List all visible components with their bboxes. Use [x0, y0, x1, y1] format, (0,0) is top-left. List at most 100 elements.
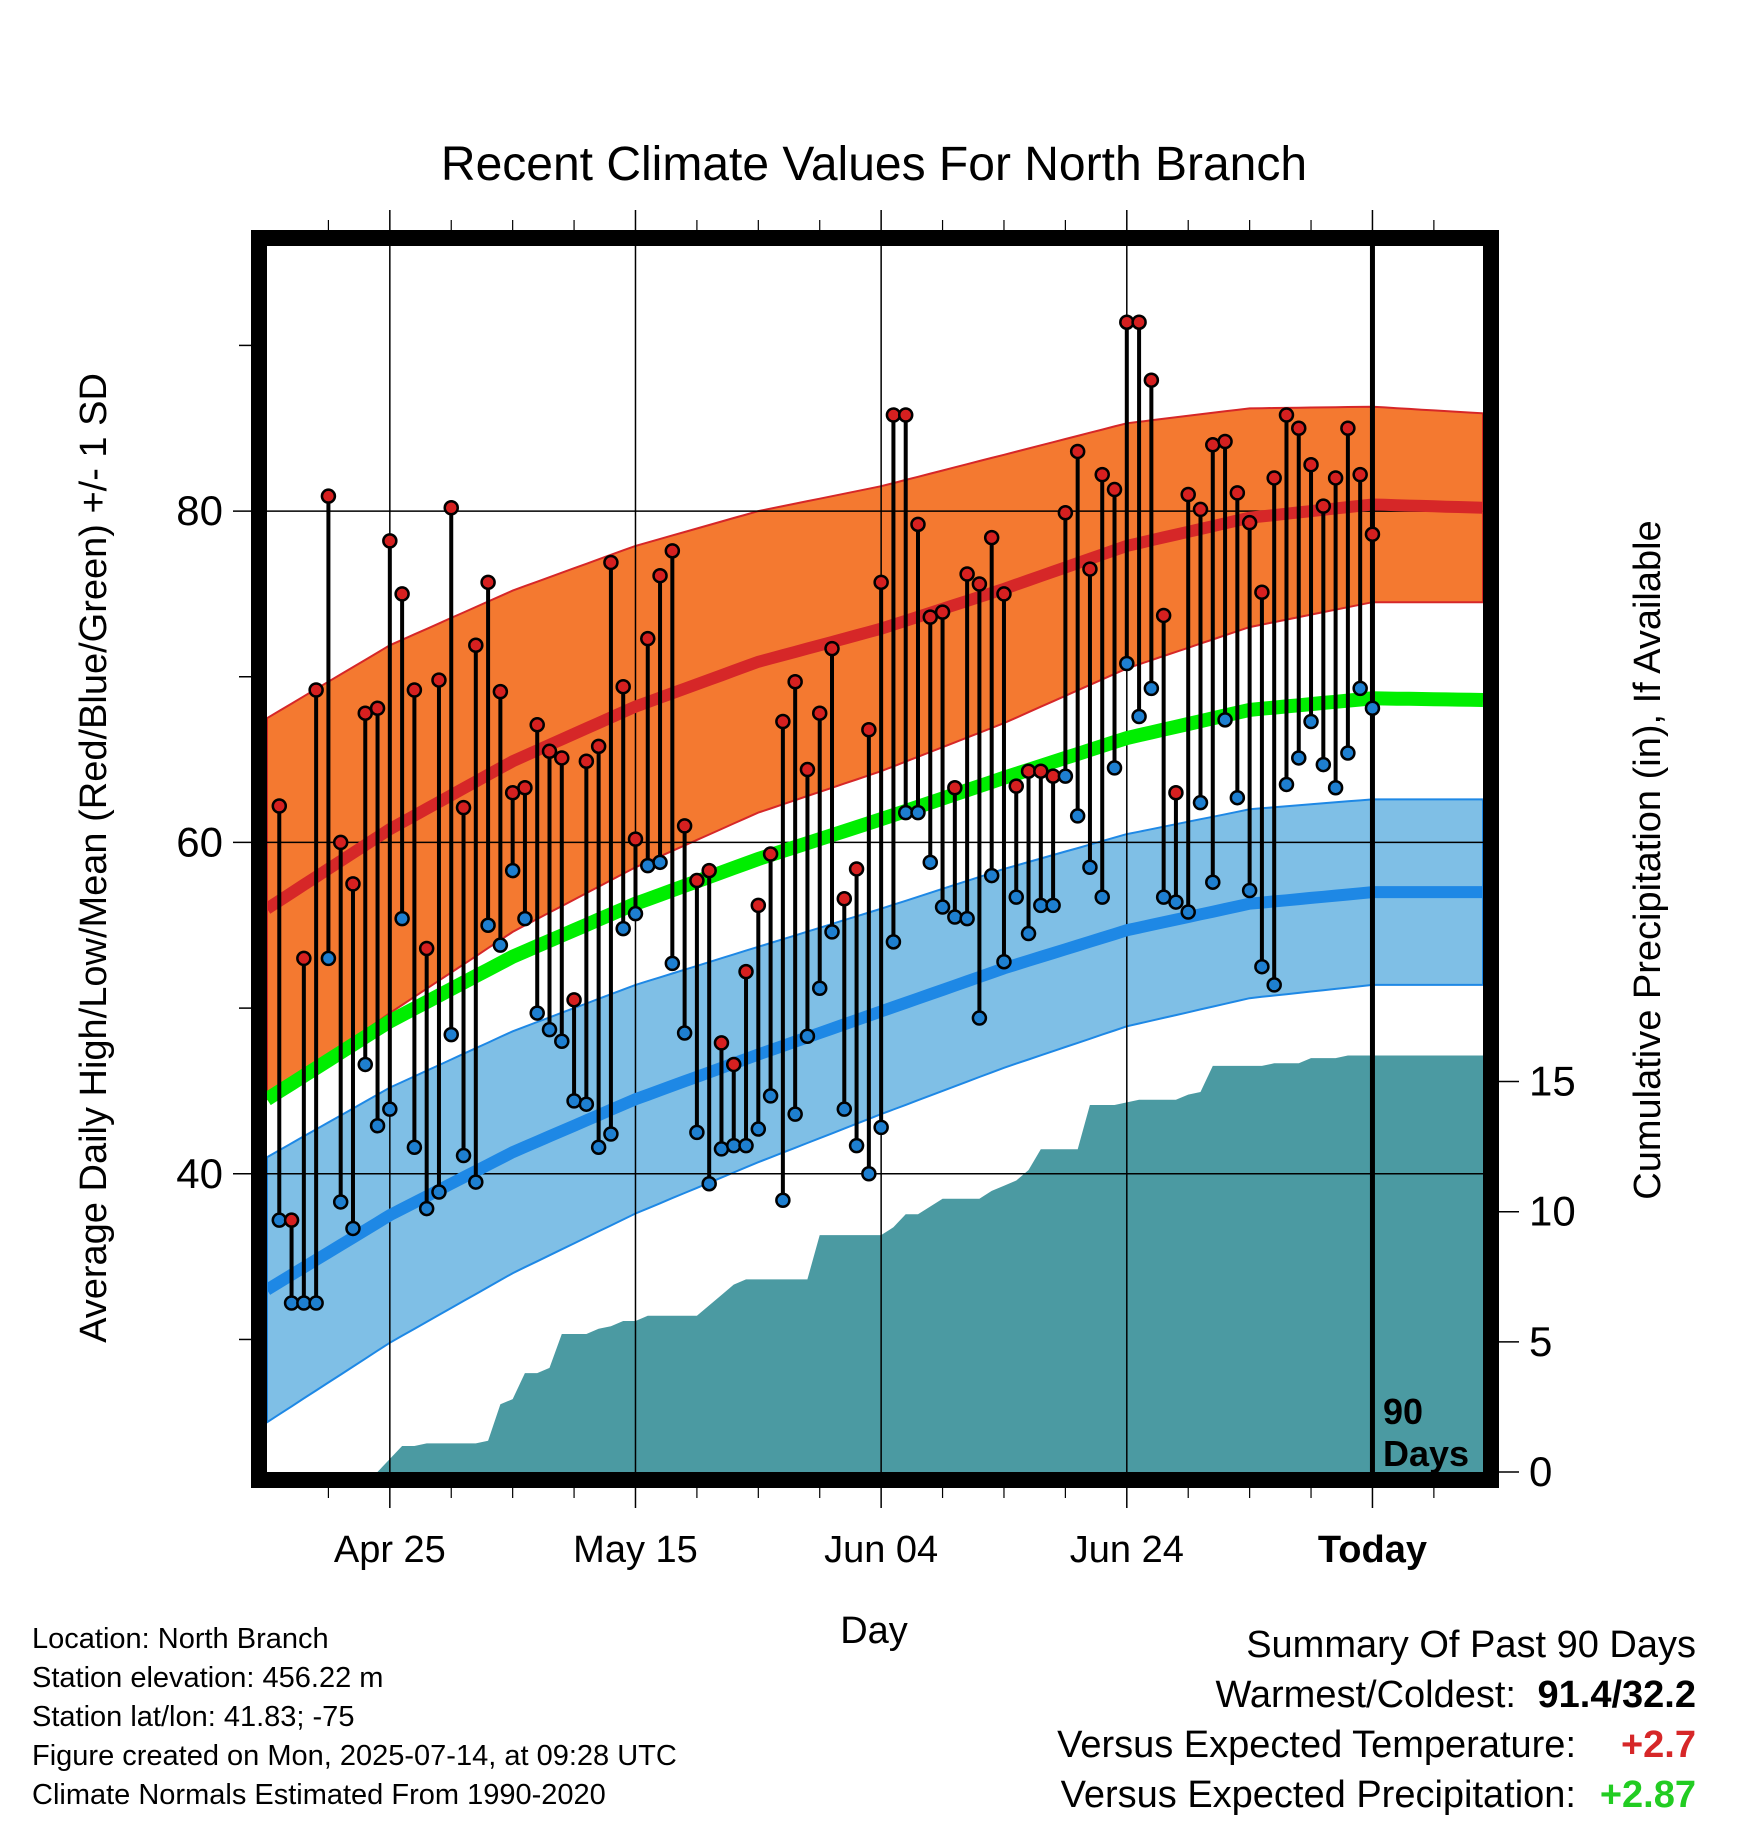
daily-low-point: [922, 854, 939, 871]
daily-low-point: [885, 934, 902, 950]
daily-low-point: [1217, 712, 1233, 728]
summary-temp-row: Versus Expected Temperature: +2.7: [1057, 1720, 1696, 1770]
daily-high-point: [910, 516, 926, 533]
daily-low-point: [1106, 760, 1123, 776]
daily-high-point: [578, 753, 595, 770]
location-text: Location: North Branch: [32, 1623, 329, 1655]
daily-high-point: [836, 891, 853, 907]
daily-high-point: [959, 566, 975, 582]
daily-low-point: [357, 1056, 374, 1073]
precip-value: +2.87: [1599, 1774, 1696, 1816]
daily-high-point: [1168, 784, 1184, 801]
daily-low-point: [799, 1028, 816, 1045]
daily-low-point: [517, 910, 533, 927]
daily-low-point: [836, 1101, 853, 1117]
low-mean-line: [263, 886, 1483, 1295]
daily-high-point: [848, 861, 865, 877]
daily-low-point: [1143, 680, 1160, 697]
daily-high-point: [689, 872, 705, 889]
daily-high-point: [443, 500, 459, 516]
daily-low-point: [775, 1192, 791, 1209]
daily-high-point: [603, 554, 619, 571]
daily-high-point: [1205, 437, 1221, 453]
daily-high-point: [554, 750, 570, 766]
daily-high-point: [529, 717, 545, 733]
daily-low-point: [468, 1174, 484, 1190]
summary-title: Summary Of Past 90 Days: [1246, 1624, 1696, 1666]
daily-low-point: [332, 1194, 349, 1210]
daily-high-point: [738, 963, 754, 980]
precip-label: Versus Expected Precipitation:: [1060, 1774, 1576, 1816]
daily-low-point: [1352, 680, 1368, 697]
y2-axis-label: Cumulative Precipitation (in), If Availa…: [1627, 520, 1669, 1199]
daily-low-point: [418, 1200, 435, 1217]
daily-high-point: [1094, 466, 1110, 483]
daily-high-point: [332, 834, 349, 851]
daily-low-point: [640, 857, 656, 874]
daily-high-point: [640, 630, 656, 647]
summary-warmest-row: Warmest/Coldest: 91.4/32.2: [1057, 1670, 1696, 1720]
daily-low-point: [762, 1088, 779, 1104]
warmest-label: Warmest/Coldest:: [1215, 1674, 1516, 1716]
today-marker-label: 90: [1383, 1391, 1423, 1432]
daily-low-point: [492, 937, 509, 953]
daily-high-point: [861, 722, 877, 738]
daily-low-point: [1008, 889, 1025, 905]
daily-low-point: [566, 1093, 582, 1109]
daily-high-point: [750, 897, 767, 914]
daily-low-point: [590, 1139, 607, 1156]
daily-low-point: [738, 1137, 754, 1154]
daily-low-point: [1168, 894, 1184, 910]
daily-high-point: [1082, 561, 1098, 577]
daily-low-point: [1364, 700, 1381, 716]
daily-low-point: [320, 950, 337, 967]
y-tick-label: 60: [176, 818, 223, 865]
daily-high-point: [873, 574, 889, 591]
daily-low-point: [578, 1096, 595, 1112]
daily-low-point: [861, 1166, 877, 1182]
daily-high-point: [1315, 498, 1332, 514]
daily-high-point: [627, 831, 644, 847]
daily-high-point: [382, 533, 398, 549]
daily-low-point: [529, 1005, 545, 1021]
daily-low-point: [750, 1121, 767, 1137]
daily-low-point: [713, 1141, 730, 1157]
daily-low-point: [406, 1139, 423, 1156]
x-tick-label: Today: [1318, 1529, 1427, 1571]
axes: 40 60 80 0 5 10 15 Apr 25 May 15 Jun 04 Jun 24 Toda…: [176, 210, 1576, 1571]
chart-title: Recent Climate Values For North Branch: [441, 138, 1307, 191]
daily-high-point: [1303, 456, 1319, 473]
y-tick-label: 40: [176, 1150, 223, 1197]
daily-low-point: [848, 1137, 865, 1154]
temp-value: +2.7: [1620, 1724, 1696, 1766]
y-tick-label: 80: [176, 487, 223, 534]
daily-low-point: [1315, 756, 1332, 773]
daily-low-point: [652, 854, 668, 871]
y2-tick-label: 15: [1529, 1058, 1576, 1105]
daily-high-point: [799, 761, 816, 778]
daily-high-point: [541, 743, 558, 760]
summary-panel: Summary Of Past 90 Days Warmest/Coldest:…: [1057, 1620, 1696, 1820]
daily-high-point: [296, 950, 312, 967]
daily-low-point: [369, 1117, 386, 1134]
daily-low-point: [1254, 958, 1270, 975]
daily-low-point: [1082, 859, 1098, 876]
daily-low-point: [983, 867, 1000, 884]
daily-high-point: [996, 586, 1012, 602]
daily-high-point: [492, 683, 509, 700]
daily-high-point: [517, 780, 533, 796]
daily-low-point: [394, 910, 410, 927]
daily-low-point: [959, 910, 975, 927]
daily-low-point: [664, 955, 681, 972]
plot-frame: [251, 230, 1499, 1488]
daily-high-point: [418, 940, 435, 957]
daily-high-point: [1241, 514, 1258, 531]
daily-high-point: [947, 780, 963, 796]
daily-low-point: [934, 899, 951, 915]
daily-low-point: [480, 917, 496, 934]
y2-tick-label: 10: [1529, 1188, 1576, 1235]
daily-low-point: [1241, 882, 1258, 899]
daily-high-point: [590, 738, 607, 755]
daily-low-point: [1094, 889, 1110, 905]
daily-low-point: [554, 1033, 570, 1049]
